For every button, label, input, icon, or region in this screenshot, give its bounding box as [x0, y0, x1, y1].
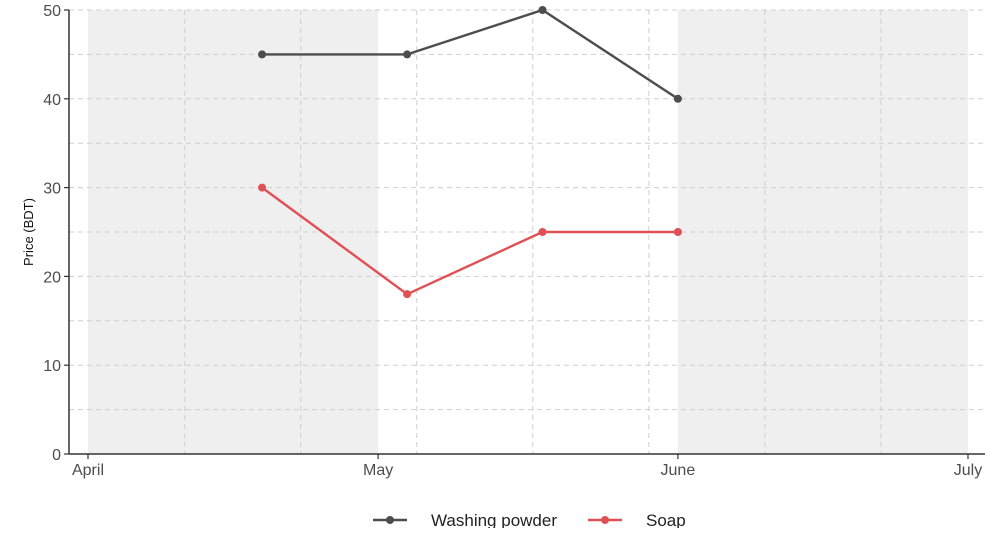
- y-tick-label: 20: [43, 269, 61, 286]
- grid: [69, 9, 985, 454]
- x-tick-label: July: [954, 462, 982, 479]
- legend-key-point: [601, 516, 609, 524]
- y-axis-title: Price (BDT): [21, 198, 36, 266]
- legend-key-point: [386, 516, 394, 524]
- y-tick-label: 40: [43, 92, 61, 109]
- series-point-1: [258, 183, 267, 192]
- x-tick-label: June: [661, 462, 696, 479]
- series-point-0: [258, 50, 267, 59]
- legend-label: Soap: [646, 511, 686, 528]
- series-point-0: [403, 50, 412, 59]
- series-point-1: [673, 228, 682, 236]
- series-point-1: [403, 290, 412, 299]
- legend-label: Washing powder: [431, 511, 557, 528]
- series-line-0: [262, 8, 679, 100]
- y-tick-label: 50: [43, 3, 61, 20]
- series-point-0: [673, 94, 682, 103]
- series-line-1: [261, 186, 678, 296]
- series-point-0: [538, 6, 547, 14]
- x-tick-label: April: [72, 462, 104, 479]
- series-point-1: [538, 228, 547, 236]
- y-tick-label: 0: [52, 447, 61, 464]
- series: [258, 6, 682, 299]
- axes: 0 10 20 30 40 50 April May June July Price (BDT): [21, 3, 985, 479]
- legend: Washing powder Soap: [373, 511, 686, 530]
- y-tick-label: 10: [43, 358, 61, 375]
- y-tick-label: 30: [43, 181, 61, 198]
- x-tick-label: May: [363, 462, 393, 479]
